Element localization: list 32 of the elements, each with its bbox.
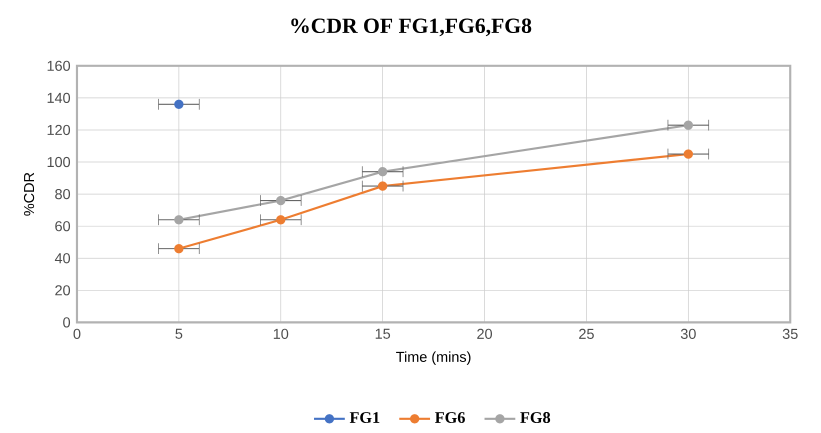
point <box>378 182 388 191</box>
y-tick-label: 100 <box>48 157 70 168</box>
y-tick-label: 40 <box>54 253 70 264</box>
point <box>276 215 286 225</box>
y-tick-label: 140 <box>48 92 70 104</box>
x-tick-label: 35 <box>782 328 798 340</box>
point <box>174 215 184 225</box>
legend-label: FG8 <box>520 412 550 424</box>
legend-label: FG6 <box>435 412 465 424</box>
point <box>378 167 388 176</box>
y-tick-label: 160 <box>48 60 70 72</box>
legend-label: FG1 <box>350 412 380 424</box>
x-axis-title: Time (mins) <box>396 351 470 365</box>
x-tick-label: 15 <box>376 328 390 339</box>
x-tick-label: 5 <box>175 328 182 339</box>
x-tick-label: 30 <box>680 328 696 340</box>
point <box>174 244 184 254</box>
y-tick-label: 0 <box>63 317 70 328</box>
point <box>684 120 694 130</box>
point <box>174 100 184 110</box>
x-tick-label: 0 <box>74 328 80 340</box>
point <box>684 149 694 159</box>
y-tick-label: 60 <box>55 221 70 232</box>
y-tick-label: 80 <box>55 189 70 200</box>
x-tick-label: 25 <box>579 328 594 340</box>
chart-title: %CDR OF FG1,FG6,FG8 <box>291 18 532 36</box>
y-axis-title: %CDR <box>24 172 34 216</box>
point <box>276 196 286 206</box>
x-tick-label: 10 <box>274 328 288 340</box>
y-tick-label: 120 <box>48 124 70 136</box>
x-tick-label: 20 <box>477 328 492 340</box>
y-tick-label: 20 <box>55 285 70 296</box>
